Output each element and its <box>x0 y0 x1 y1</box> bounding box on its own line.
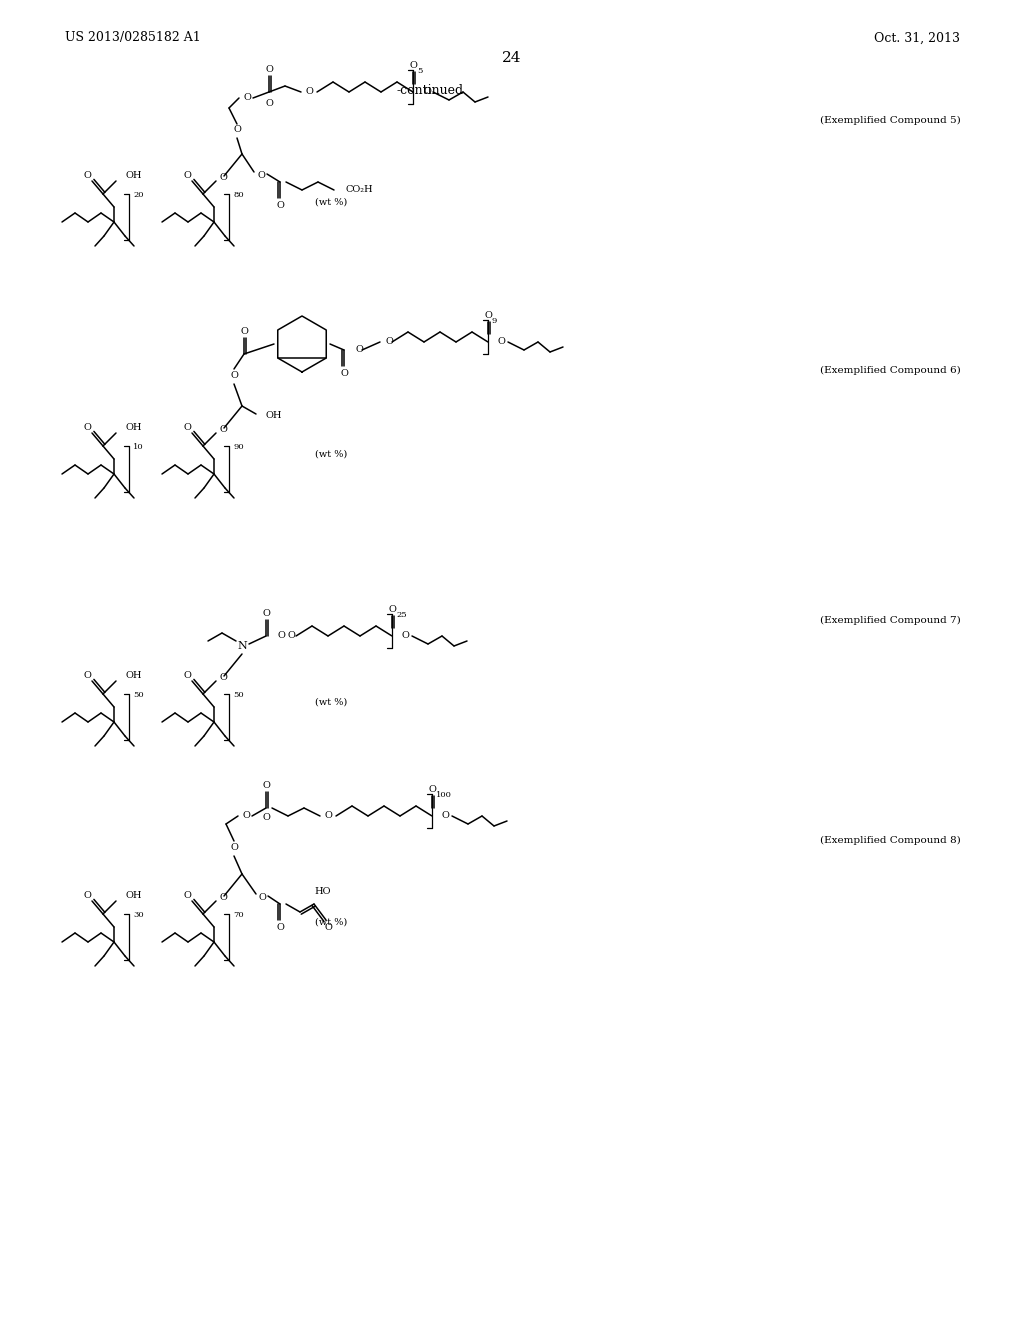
Text: O: O <box>265 65 273 74</box>
Text: O: O <box>262 609 270 618</box>
Text: O: O <box>262 813 270 822</box>
Text: O: O <box>356 346 364 355</box>
Text: O: O <box>265 99 273 108</box>
Text: O: O <box>243 94 251 103</box>
Text: O: O <box>288 631 296 640</box>
Text: 70: 70 <box>233 911 244 919</box>
Text: O: O <box>484 310 492 319</box>
Text: O: O <box>230 843 238 853</box>
Text: 100: 100 <box>436 791 452 799</box>
Text: O: O <box>278 631 286 640</box>
Text: O: O <box>498 338 506 346</box>
Text: N: N <box>238 642 247 651</box>
Text: O: O <box>83 891 91 899</box>
Text: (wt %): (wt %) <box>315 450 347 458</box>
Text: O: O <box>183 170 190 180</box>
Text: 80: 80 <box>233 191 244 199</box>
Text: O: O <box>230 371 238 380</box>
Text: O: O <box>409 61 417 70</box>
Text: O: O <box>386 338 394 346</box>
Text: O: O <box>240 326 248 335</box>
Text: O: O <box>219 892 227 902</box>
Text: 10: 10 <box>133 444 143 451</box>
Text: O: O <box>183 891 190 899</box>
Text: Oct. 31, 2013: Oct. 31, 2013 <box>874 32 961 45</box>
Text: 30: 30 <box>133 911 143 919</box>
Text: OH: OH <box>125 891 141 899</box>
Text: O: O <box>402 631 410 640</box>
Text: O: O <box>340 368 348 378</box>
Text: (wt %): (wt %) <box>315 697 347 706</box>
Text: O: O <box>324 923 332 932</box>
Text: O: O <box>219 425 227 433</box>
Text: 50: 50 <box>233 690 244 700</box>
Text: O: O <box>276 201 284 210</box>
Text: O: O <box>83 422 91 432</box>
Text: O: O <box>428 784 436 793</box>
Text: O: O <box>219 173 227 181</box>
Text: (Exemplified Compound 5): (Exemplified Compound 5) <box>819 115 961 124</box>
Text: O: O <box>183 422 190 432</box>
Text: O: O <box>219 672 227 681</box>
Text: (Exemplified Compound 6): (Exemplified Compound 6) <box>819 366 961 375</box>
Text: OH: OH <box>265 412 282 421</box>
Text: O: O <box>442 812 450 821</box>
Text: O: O <box>83 671 91 680</box>
Text: (Exemplified Compound 7): (Exemplified Compound 7) <box>819 615 961 624</box>
Text: O: O <box>423 87 431 96</box>
Text: (wt %): (wt %) <box>315 198 347 206</box>
Text: O: O <box>258 894 266 903</box>
Text: O: O <box>233 125 241 135</box>
Text: CO₂H: CO₂H <box>346 186 374 194</box>
Text: OH: OH <box>125 170 141 180</box>
Text: 5: 5 <box>417 67 422 75</box>
Text: O: O <box>305 87 313 96</box>
Text: O: O <box>276 923 284 932</box>
Text: OH: OH <box>125 422 141 432</box>
Text: (wt %): (wt %) <box>315 917 347 927</box>
Text: 24: 24 <box>502 51 522 65</box>
Text: O: O <box>324 812 332 821</box>
Text: OH: OH <box>125 671 141 680</box>
Text: 20: 20 <box>133 191 143 199</box>
Text: O: O <box>262 780 270 789</box>
Text: US 2013/0285182 A1: US 2013/0285182 A1 <box>65 32 201 45</box>
Text: -continued: -continued <box>396 83 464 96</box>
Text: O: O <box>83 170 91 180</box>
Text: 25: 25 <box>396 611 407 619</box>
Text: O: O <box>242 812 250 821</box>
Text: 50: 50 <box>133 690 143 700</box>
Text: O: O <box>257 172 265 181</box>
Text: HO: HO <box>314 887 331 896</box>
Text: (Exemplified Compound 8): (Exemplified Compound 8) <box>819 836 961 845</box>
Text: O: O <box>183 671 190 680</box>
Text: 90: 90 <box>233 444 244 451</box>
Text: O: O <box>388 605 396 614</box>
Text: 9: 9 <box>492 317 498 325</box>
